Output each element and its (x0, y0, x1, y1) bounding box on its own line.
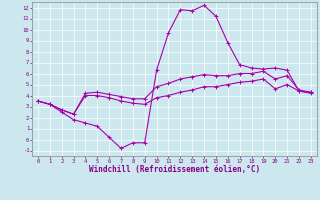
X-axis label: Windchill (Refroidissement éolien,°C): Windchill (Refroidissement éolien,°C) (89, 165, 260, 174)
